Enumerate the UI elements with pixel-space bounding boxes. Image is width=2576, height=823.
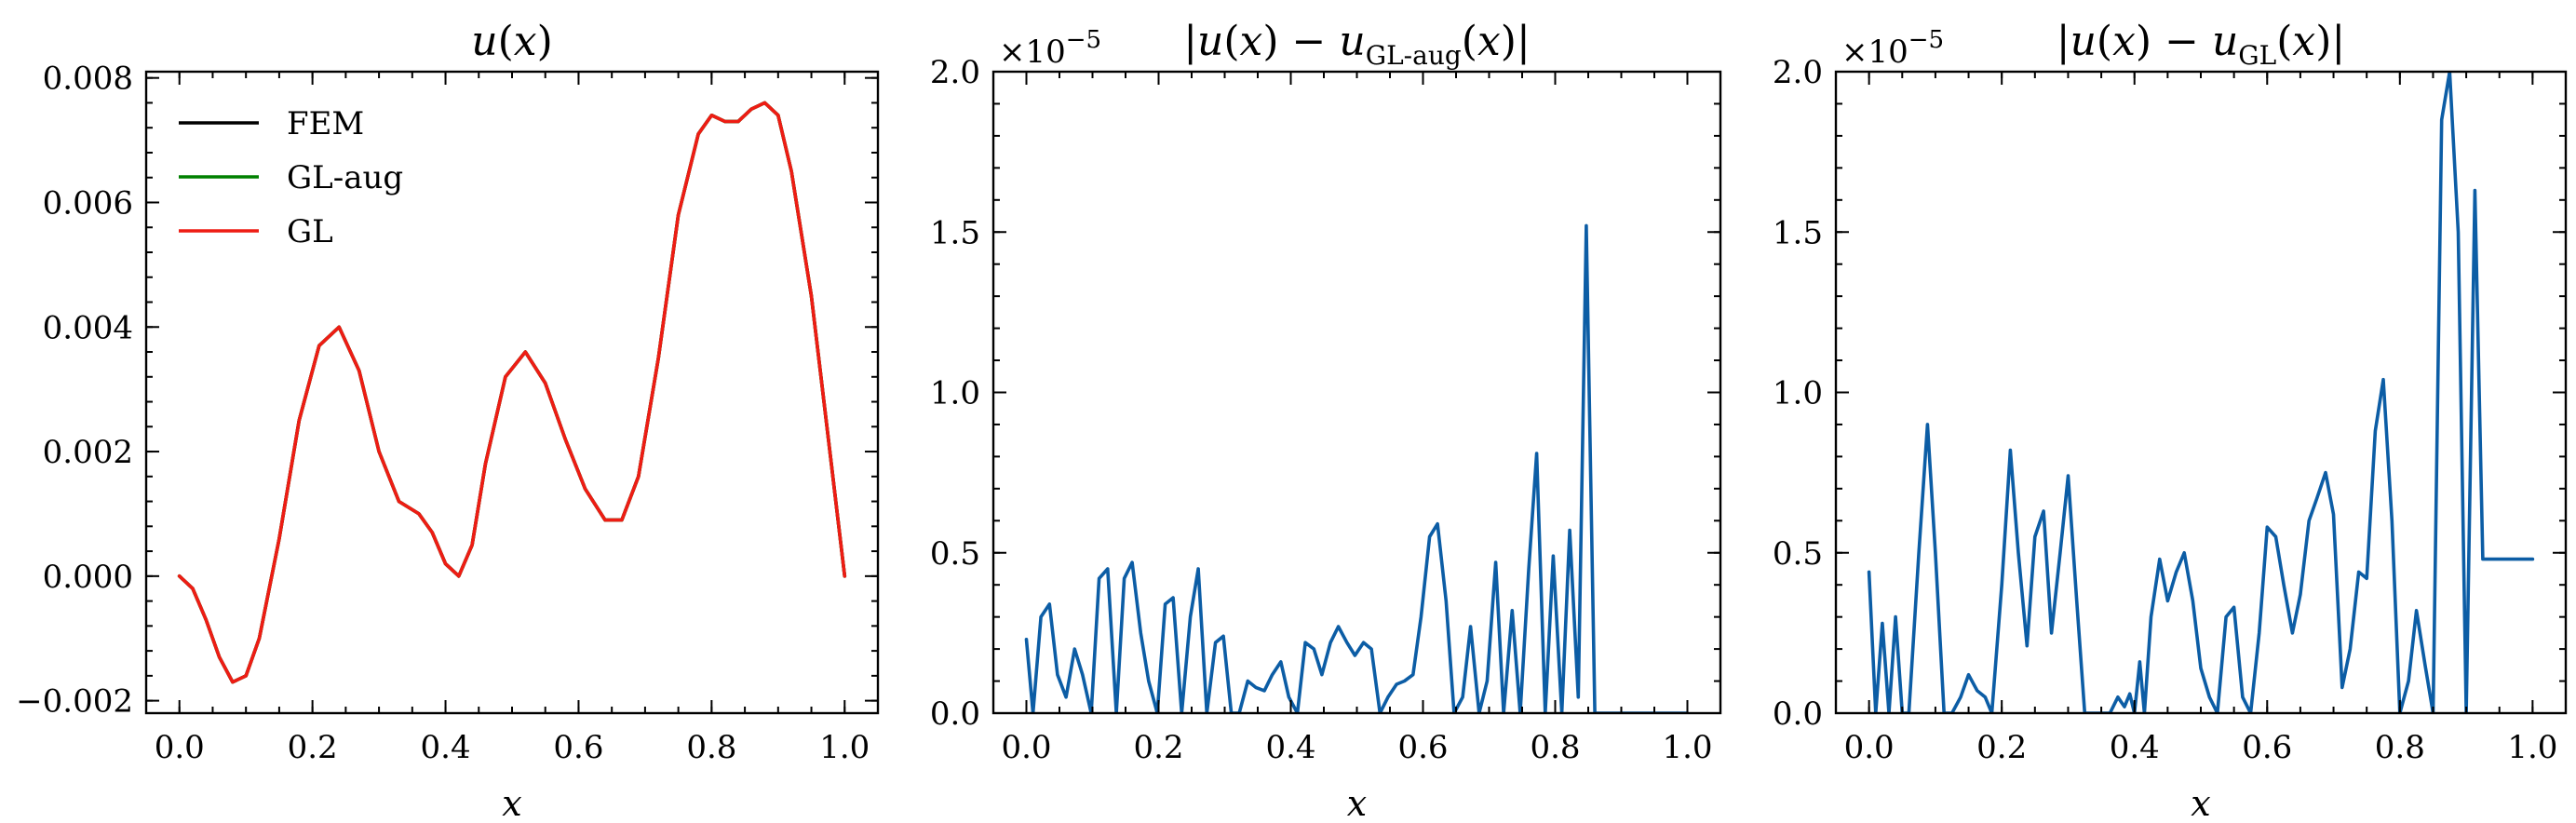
chart-title: |u(x) − uGL(x)| (2057, 18, 2346, 71)
x-tick-label: 0.4 (421, 729, 471, 766)
y-tick-label: 0.008 (43, 61, 133, 98)
error-series-line (1024, 223, 1690, 713)
y-tick-label: 0.000 (43, 559, 133, 596)
x-tick-label: 1.0 (2507, 729, 2557, 766)
legend-label-gl: GL (287, 213, 333, 250)
panel-2: 0.0 0.2 0.4 0.6 0.8 1.0 0.0 0.5 1.0 1.5 2.0 x |u(x) … (930, 18, 1722, 823)
chart-title: |u(x) − uGL-aug(x)| (1183, 18, 1531, 71)
y-tick-label: 1.0 (930, 375, 980, 412)
y-tick-label: 1.5 (1773, 214, 1823, 251)
series-fem-line (177, 101, 847, 684)
y-offset-text: ×10−5 (999, 26, 1101, 71)
x-tick-label: 0.6 (553, 729, 603, 766)
legend-label-fem: FEM (287, 105, 364, 142)
x-axis-label: x (2191, 783, 2210, 823)
x-tick-label: 1.0 (1662, 729, 1712, 766)
x-tick-label: 0.2 (1133, 729, 1183, 766)
series-gl-aug-line (177, 101, 847, 684)
error-series-line (1867, 72, 2535, 713)
series-gl-line (177, 101, 847, 684)
x-tick-label: 0.8 (686, 729, 736, 766)
x-axis-label: x (502, 783, 521, 823)
chart-title: u(x) (471, 18, 553, 65)
panel-1: 0.0 0.2 0.4 0.6 0.8 1.0 −0.002 0.000 0.002 0.004 0… (16, 18, 880, 823)
y-tick-label: 0.006 (43, 184, 133, 222)
x-tick-label: 0.6 (2242, 729, 2292, 766)
x-tick-label: 0.0 (1844, 729, 1895, 766)
x-tick-label: 0.4 (2110, 729, 2160, 766)
panel-3: 0.0 0.2 0.4 0.6 0.8 1.0 0.0 0.5 1.0 1.5 2.0 x |u(x) … (1773, 18, 2568, 823)
y-offset-text: ×10−5 (1841, 26, 1944, 71)
x-tick-label: 0.8 (1530, 729, 1580, 766)
y-tick-label: 0.0 (1773, 695, 1823, 733)
x-tick-label: 0.0 (155, 729, 205, 766)
y-tick-label: 2.0 (1773, 54, 1823, 91)
y-tick-label: 1.5 (930, 214, 980, 251)
x-tick-label: 0.0 (1001, 729, 1051, 766)
plot-frame (991, 70, 1722, 715)
plot-frame (144, 70, 880, 715)
x-tick-label: 1.0 (819, 729, 870, 766)
legend: FEM GL-aug GL (179, 105, 403, 250)
y-tick-label: 0.0 (930, 695, 980, 733)
y-tick-label: 2.0 (930, 54, 980, 91)
y-tick-label: 0.5 (1773, 535, 1823, 573)
y-tick-label: 0.5 (930, 535, 980, 573)
x-tick-label: 0.2 (1976, 729, 2027, 766)
x-tick-label: 0.6 (1397, 729, 1448, 766)
legend-label-gl-aug: GL-aug (287, 159, 403, 196)
x-tick-label: 0.4 (1265, 729, 1315, 766)
y-tick-label: −0.002 (16, 683, 133, 721)
x-tick-label: 0.8 (2375, 729, 2425, 766)
y-tick-label: 0.004 (43, 309, 133, 346)
x-tick-label: 0.2 (288, 729, 338, 766)
y-tick-label: 1.0 (1773, 375, 1823, 412)
x-axis-label: x (1347, 783, 1367, 823)
y-tick-label: 0.002 (43, 434, 133, 471)
